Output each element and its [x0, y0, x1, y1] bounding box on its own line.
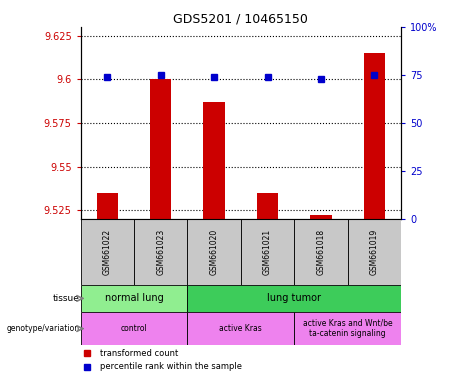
- Bar: [364, 53, 385, 219]
- Bar: [294, 312, 401, 345]
- Bar: [348, 219, 401, 285]
- Text: tissue: tissue: [53, 294, 80, 303]
- Text: transformed count: transformed count: [100, 349, 178, 358]
- Bar: [81, 285, 188, 312]
- Bar: [241, 219, 294, 285]
- Text: percentile rank within the sample: percentile rank within the sample: [100, 362, 242, 371]
- Bar: [97, 193, 118, 219]
- Bar: [150, 79, 171, 219]
- Title: GDS5201 / 10465150: GDS5201 / 10465150: [173, 13, 308, 26]
- Bar: [203, 102, 225, 219]
- Text: active Kras: active Kras: [219, 324, 262, 333]
- Text: normal lung: normal lung: [105, 293, 164, 303]
- Bar: [188, 312, 294, 345]
- Bar: [188, 219, 241, 285]
- Bar: [257, 193, 278, 219]
- Bar: [134, 219, 188, 285]
- Bar: [81, 312, 188, 345]
- Text: GSM661022: GSM661022: [103, 229, 112, 275]
- Bar: [310, 215, 331, 219]
- Bar: [294, 219, 348, 285]
- Bar: [188, 285, 401, 312]
- Text: GSM661018: GSM661018: [316, 229, 325, 275]
- Text: GSM661019: GSM661019: [370, 228, 379, 275]
- Text: GSM661023: GSM661023: [156, 228, 165, 275]
- Text: GSM661021: GSM661021: [263, 229, 272, 275]
- Text: GSM661020: GSM661020: [210, 228, 219, 275]
- Text: control: control: [121, 324, 148, 333]
- Text: active Kras and Wnt/be
ta-catenin signaling: active Kras and Wnt/be ta-catenin signal…: [303, 319, 392, 338]
- Bar: [81, 219, 134, 285]
- Text: lung tumor: lung tumor: [267, 293, 321, 303]
- Text: genotype/variation: genotype/variation: [6, 324, 80, 333]
